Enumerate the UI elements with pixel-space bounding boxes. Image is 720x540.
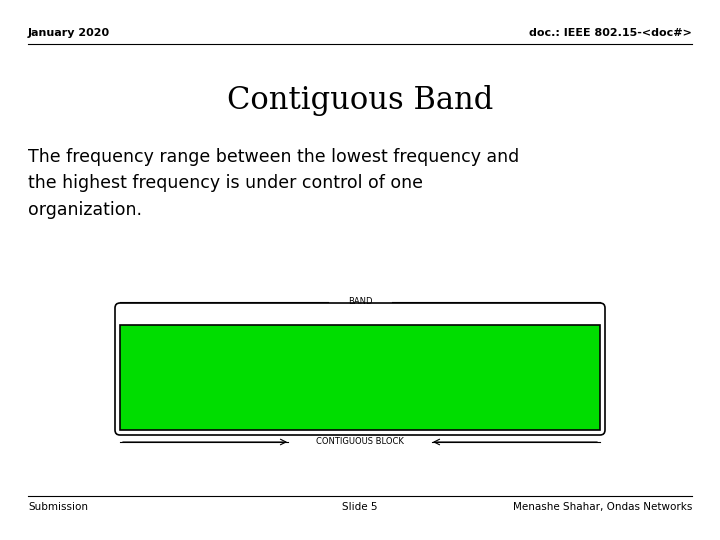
FancyBboxPatch shape	[115, 303, 605, 435]
Text: CONTIGUOUS BLOCK: CONTIGUOUS BLOCK	[316, 437, 404, 447]
Text: doc.: IEEE 802.15-<doc#>: doc.: IEEE 802.15-<doc#>	[529, 28, 692, 38]
Bar	[120, 325, 600, 430]
Text: The frequency range between the lowest frequency and
the highest frequency is un: The frequency range between the lowest f…	[28, 148, 519, 219]
Text: Contiguous Band: Contiguous Band	[227, 85, 493, 116]
Text: January 2020: January 2020	[28, 28, 110, 38]
Text: Menashe Shahar, Ondas Networks: Menashe Shahar, Ondas Networks	[513, 502, 692, 512]
Text: Slide 5: Slide 5	[342, 502, 378, 512]
Text: Submission: Submission	[28, 502, 88, 512]
Text: BAND: BAND	[348, 298, 372, 307]
